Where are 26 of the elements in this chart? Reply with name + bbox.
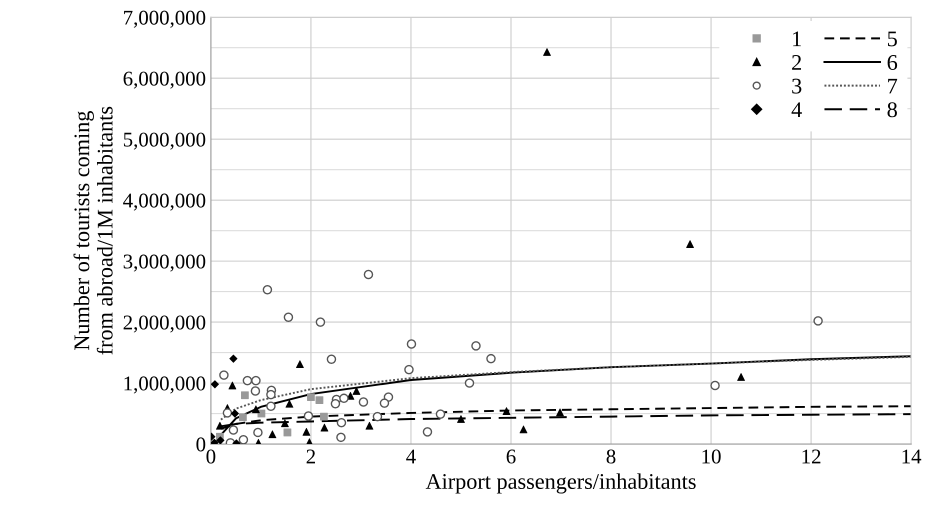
x-tick-label: 6 (506, 450, 516, 464)
legend-label: 7 (888, 78, 898, 94)
y-tick-label: 1,000,000 (124, 376, 206, 394)
legend-label: 6 (888, 55, 898, 70)
y-tick-label: 2,000,000 (124, 315, 206, 333)
x-tick-label: 10 (702, 449, 721, 464)
y-tick-label: 4,000,000 (123, 194, 206, 211)
y-axis-title: Number of tourists coming from abroad/1M inhabitants (73, 106, 113, 355)
x-tick-label: 14 (902, 450, 922, 464)
x-tick-label: 12 (802, 450, 820, 464)
legend-label: 5 (888, 32, 897, 46)
legend-label: 4 (792, 102, 802, 118)
y-tick-label: 3,000,000 (124, 254, 206, 272)
legend-label: 2 (792, 55, 802, 70)
x-tick-label: 4 (406, 450, 416, 464)
y-tick-label: 7,000,000 (124, 10, 206, 28)
y-tick-label: 6,000,000 (124, 72, 206, 89)
legend-label: 3 (792, 78, 802, 94)
y-tick-label: 5,000,000 (124, 132, 206, 150)
y-tick-label: 0 (196, 437, 206, 452)
x-tick-label: 8 (606, 449, 616, 464)
x-axis-title: Airport passengers/inhabitants (426, 473, 696, 494)
x-tick-label: 0 (206, 449, 216, 464)
legend-label: 1 (793, 31, 801, 46)
legend-label: 8 (888, 102, 897, 118)
x-tick-label: 2 (306, 450, 315, 464)
